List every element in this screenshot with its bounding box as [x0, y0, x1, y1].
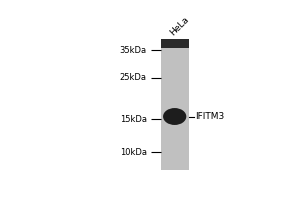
Text: HeLa: HeLa [168, 15, 191, 38]
Bar [161, 46, 189, 48]
Bar [161, 39, 189, 46]
Bar [161, 39, 189, 170]
Ellipse shape [163, 108, 186, 125]
Text: 25kDa: 25kDa [120, 73, 147, 82]
Text: 35kDa: 35kDa [120, 46, 147, 55]
Text: 15kDa: 15kDa [120, 115, 147, 124]
Text: 10kDa: 10kDa [120, 148, 147, 157]
Text: IFITM3: IFITM3 [196, 112, 225, 121]
